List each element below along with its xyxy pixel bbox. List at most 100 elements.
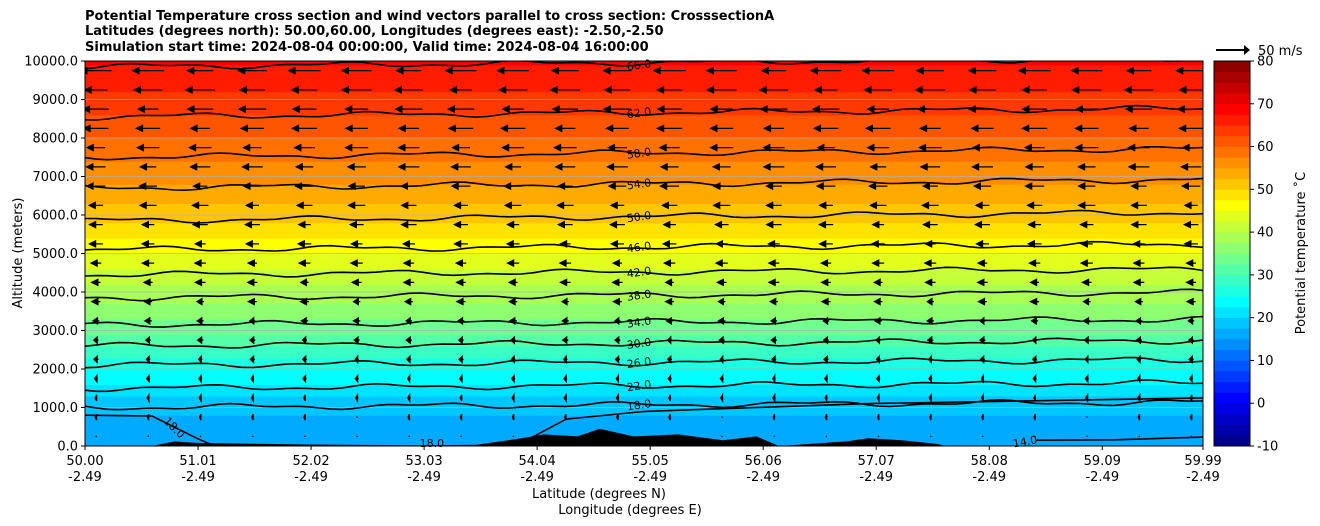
wind-vector <box>711 162 731 171</box>
wind-vector <box>402 278 415 287</box>
wind-vector <box>667 373 672 384</box>
wind-vector <box>1033 413 1036 421</box>
wind-vector <box>349 259 363 268</box>
wind-vector <box>194 278 206 287</box>
wind-vector <box>354 392 359 404</box>
wind-vector <box>658 143 680 152</box>
wind-vector <box>453 239 468 248</box>
colorbar-segment <box>1214 135 1250 147</box>
temperature-band <box>85 372 1203 378</box>
wind-vector <box>146 413 150 421</box>
x-tick-label-latitude: 57.07 <box>858 454 895 469</box>
wind-vector <box>926 335 934 345</box>
wind-vector <box>1130 182 1147 191</box>
y-tick-label: 10000.0 <box>24 55 78 70</box>
wind-vector <box>296 239 312 248</box>
wind-vector <box>509 335 516 345</box>
wind-vector <box>1026 201 1043 210</box>
wind-vector <box>563 373 568 384</box>
wind-vector <box>1084 392 1089 404</box>
wind-vector <box>196 316 204 326</box>
wind-vector <box>872 278 883 287</box>
temperature-band <box>85 156 1203 162</box>
wind-vector <box>928 373 933 384</box>
wind-vector <box>496 66 530 75</box>
wind-vector <box>459 394 463 402</box>
wind-vector <box>666 354 673 364</box>
wind-vector <box>498 85 528 94</box>
wind-vector <box>506 259 520 268</box>
wind-vector <box>770 316 778 326</box>
temperature-band <box>85 356 1203 362</box>
wind-vector <box>656 105 682 114</box>
colorbar-segment <box>1214 167 1250 179</box>
wind-vector <box>290 85 318 94</box>
wind-vector <box>921 201 939 210</box>
wind-vector <box>712 201 731 210</box>
y-tick-label: 0.0 <box>57 440 78 455</box>
contour-line <box>85 146 1203 161</box>
wind-vector <box>1189 373 1193 384</box>
wind-vector <box>302 394 306 402</box>
colorbar-segment <box>1214 124 1250 137</box>
temperature-band <box>85 222 1203 228</box>
temperature-band <box>85 310 1203 316</box>
wind-vector <box>972 182 992 191</box>
temperature-band <box>85 172 1203 177</box>
x-tick-label-latitude: 59.99 <box>1184 454 1221 469</box>
wind-vector <box>606 162 628 171</box>
temperature-band <box>85 407 1203 412</box>
wind-vector <box>85 66 112 75</box>
temperature-band <box>85 149 1203 154</box>
contour-line <box>85 414 217 446</box>
wind-vector <box>1132 278 1145 287</box>
wind-vector <box>505 239 520 248</box>
wind-vector <box>817 220 834 229</box>
wind-vector <box>451 143 470 152</box>
temperature-band <box>85 380 1203 385</box>
wind-vector <box>772 392 776 404</box>
wind-vector <box>1034 435 1036 438</box>
temperature-band <box>85 187 1203 193</box>
wind-vector <box>563 392 567 404</box>
wind-vector <box>613 316 621 326</box>
colorbar-segment <box>1214 328 1250 340</box>
colorbar-segment <box>1214 71 1250 83</box>
wind-vector <box>1182 220 1199 229</box>
wind-vector <box>767 278 780 287</box>
wind-vector <box>1132 259 1145 268</box>
wind-vector <box>88 239 103 248</box>
contour-label: 46.0 <box>626 239 652 255</box>
wind-vector <box>918 143 942 152</box>
wind-vector <box>453 220 469 229</box>
y-tick-label: 3000.0 <box>33 324 79 339</box>
wind-vector <box>397 124 420 133</box>
wind-vector <box>927 354 933 365</box>
temperature-band <box>85 256 1203 262</box>
temperature-band <box>85 299 1203 305</box>
wind-vector <box>866 105 890 114</box>
wind-vector <box>815 182 836 191</box>
wind-vector <box>1086 416 1088 418</box>
wind-vector <box>602 66 632 75</box>
contour-line <box>85 356 1203 369</box>
wind-vector <box>718 335 725 345</box>
colorbar-segment <box>1214 178 1250 190</box>
wind-vector <box>818 239 833 248</box>
temperature-band <box>85 260 1203 266</box>
wind-vector <box>92 335 99 345</box>
colorbar: -10 0 10 20 30 40 50 60 70 80 <box>1213 55 1278 455</box>
wind-vector <box>562 354 568 365</box>
colorbar-segment <box>1214 82 1250 94</box>
wind-vector <box>976 259 988 268</box>
temperature-band <box>85 164 1203 170</box>
wind-vector <box>553 143 577 152</box>
wind-vector <box>767 259 780 268</box>
wind-vector <box>1187 335 1194 345</box>
wind-vector <box>1023 143 1045 152</box>
contour-label: 18.0 <box>420 437 445 450</box>
temperature-band <box>85 287 1203 293</box>
wind-vector <box>239 124 264 133</box>
wind-vector <box>291 105 317 114</box>
